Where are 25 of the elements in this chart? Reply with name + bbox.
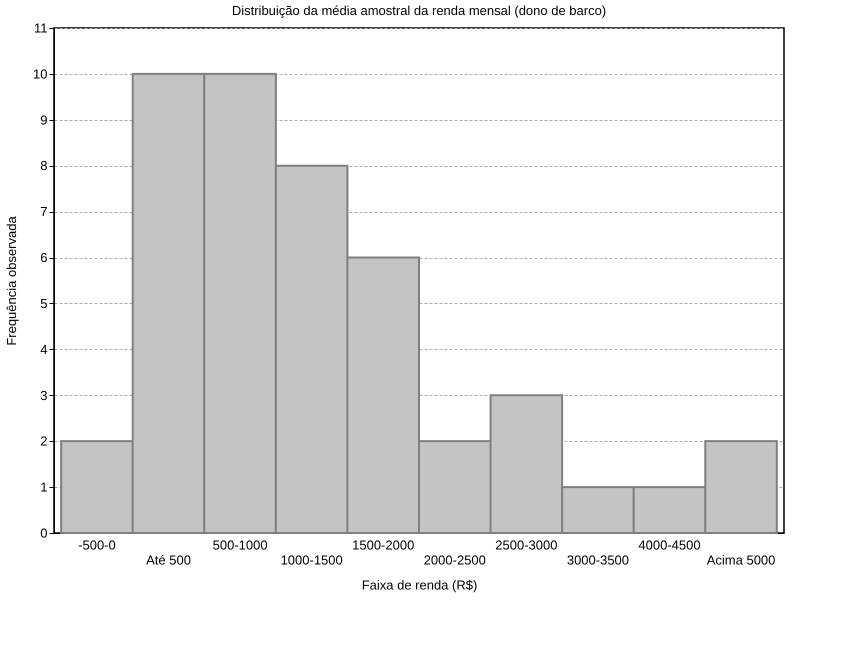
y-tick-label: 5	[40, 296, 48, 311]
x-tick-label: 1500-2000	[352, 538, 414, 552]
y-axis-title: Frequência observada	[4, 216, 20, 346]
y-tick-label: 10	[33, 66, 48, 82]
x-tick-label: 3000-3500	[566, 552, 630, 568]
y-tick-label: 6	[40, 250, 48, 266]
x-tick-label: 2000-2500	[424, 552, 486, 568]
x-tick-label: Até 500	[146, 552, 191, 568]
y-tick-label: 0	[40, 526, 48, 540]
x-tick-label: 500-1000	[212, 538, 268, 552]
y-tick-label: 2	[40, 434, 48, 449]
y-tick-label: 4	[40, 342, 48, 357]
y-tick-label: 3	[40, 388, 48, 403]
x-axis-title: Faixa de renda (R$)	[362, 578, 478, 592]
x-tick-label: -500-0	[78, 538, 116, 552]
chart-title: Distribuição da média amostral da renda mensal (dono de barco)	[232, 3, 606, 18]
y-tick-label: 11	[34, 20, 48, 36]
y-tick-label: 1	[40, 480, 48, 495]
x-tick-label: 4000-4500	[638, 538, 701, 552]
y-tick-label: 7	[40, 204, 48, 220]
y-tick-label: 9	[40, 112, 48, 128]
y-tick-label: 8	[40, 158, 48, 174]
x-tick-label: Acima 5000	[706, 552, 776, 568]
x-tick-label: 1000-1500	[280, 552, 343, 568]
x-tick-label: 2500-3000	[495, 538, 558, 552]
